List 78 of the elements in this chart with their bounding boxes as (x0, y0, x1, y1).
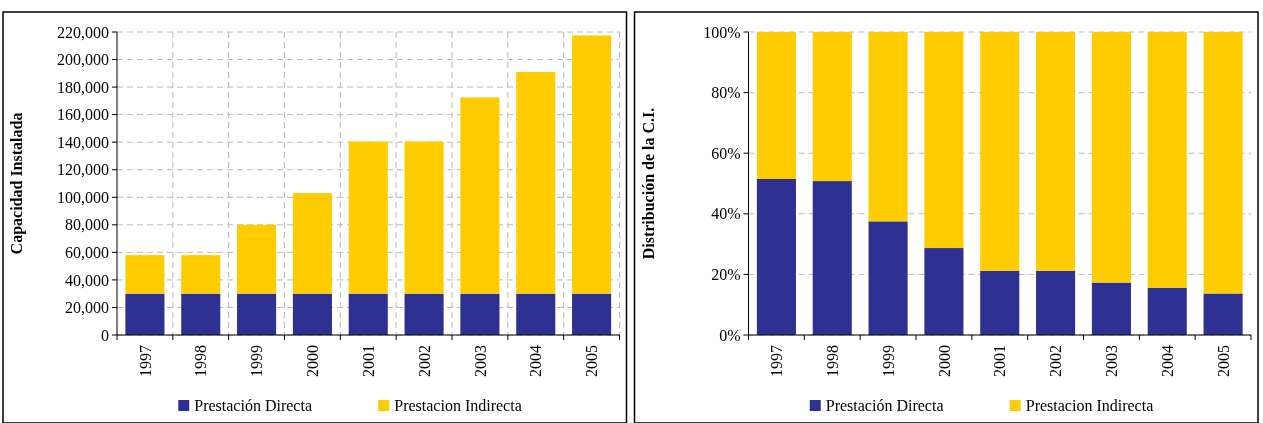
bar (516, 293, 556, 335)
bar (181, 255, 221, 294)
x-tick-label: 1999 (248, 345, 266, 377)
bar (980, 32, 1020, 271)
y-tick-label: 20,000 (65, 299, 109, 317)
y-axis-title: Capacidad Instalada (8, 112, 26, 255)
x-tick-label: 2000 (304, 345, 322, 377)
legend-label: Prestación Directa (194, 397, 312, 414)
legend-label: Prestacion Indirecta (394, 397, 522, 414)
y-tick-label: 60,000 (65, 243, 109, 261)
bar (924, 248, 964, 335)
x-tick-label: 1998 (192, 345, 210, 377)
bar (1036, 32, 1076, 271)
bar (404, 141, 444, 294)
bar (572, 293, 612, 335)
y-tick-label: 40,000 (65, 271, 109, 289)
bar (1036, 270, 1076, 335)
bar (1203, 32, 1243, 294)
y-tick-label: 40% (711, 205, 741, 223)
y-tick-label: 180,000 (57, 78, 109, 96)
x-tick-label: 2003 (1103, 345, 1121, 377)
y-tick-label: 140,000 (57, 133, 109, 151)
x-tick-label: 1997 (136, 345, 154, 377)
y-tick-label: 200,000 (57, 51, 109, 69)
bar (572, 35, 612, 294)
x-tick-label: 2002 (1047, 345, 1065, 377)
x-tick-label: 2001 (991, 345, 1009, 377)
y-tick-label: 0% (719, 326, 741, 344)
bar (292, 193, 332, 294)
y-tick-label: 80,000 (65, 216, 109, 234)
bar (756, 178, 796, 335)
x-tick-label: 2000 (935, 345, 953, 377)
y-tick-label: 60% (711, 144, 741, 162)
y-tick-label: 160,000 (57, 106, 109, 124)
y-tick-label: 20% (711, 266, 741, 283)
x-tick-label: 1999 (879, 345, 897, 377)
bar (516, 71, 556, 294)
bar (292, 293, 332, 335)
x-tick-label: 2004 (527, 345, 545, 377)
x-tick-label: 1997 (768, 345, 786, 377)
bar (348, 293, 388, 335)
x-tick-label: 2004 (1158, 345, 1176, 377)
y-axis-title: Distribución de la C.I. (639, 107, 657, 260)
bar (868, 221, 908, 335)
bar (1091, 282, 1131, 335)
bar (404, 293, 444, 335)
x-tick-label: 2005 (1214, 345, 1232, 377)
bar (181, 293, 221, 335)
y-tick-label: 100,000 (57, 188, 109, 206)
bar (460, 97, 500, 294)
bar (756, 32, 796, 179)
bar (237, 224, 277, 294)
y-tick-label: 120,000 (57, 161, 109, 179)
x-tick-label: 2001 (359, 345, 377, 377)
x-tick-label: 2002 (415, 345, 433, 377)
bar (237, 293, 277, 335)
y-tick-label: 0 (101, 326, 109, 344)
bar (1147, 32, 1187, 288)
bar (1147, 287, 1187, 335)
bar (868, 32, 908, 222)
bar (1203, 293, 1243, 335)
bar (924, 32, 964, 249)
y-tick-label: 80% (711, 84, 741, 102)
bar (812, 32, 852, 182)
bar (980, 270, 1020, 335)
bar (348, 141, 388, 294)
y-tick-label: 220,000 (57, 23, 109, 41)
legend-label: Prestación Directa (825, 397, 944, 414)
bar (125, 255, 165, 294)
bar (1091, 32, 1131, 283)
bar (125, 293, 165, 335)
x-tick-label: 2005 (583, 345, 601, 377)
x-tick-label: 2003 (471, 345, 489, 377)
y-tick-label: 100% (703, 23, 741, 41)
x-tick-label: 1998 (823, 345, 841, 377)
bar (812, 181, 852, 335)
bar (460, 293, 500, 335)
legend-label: Prestacion Indirecta (1025, 397, 1154, 414)
